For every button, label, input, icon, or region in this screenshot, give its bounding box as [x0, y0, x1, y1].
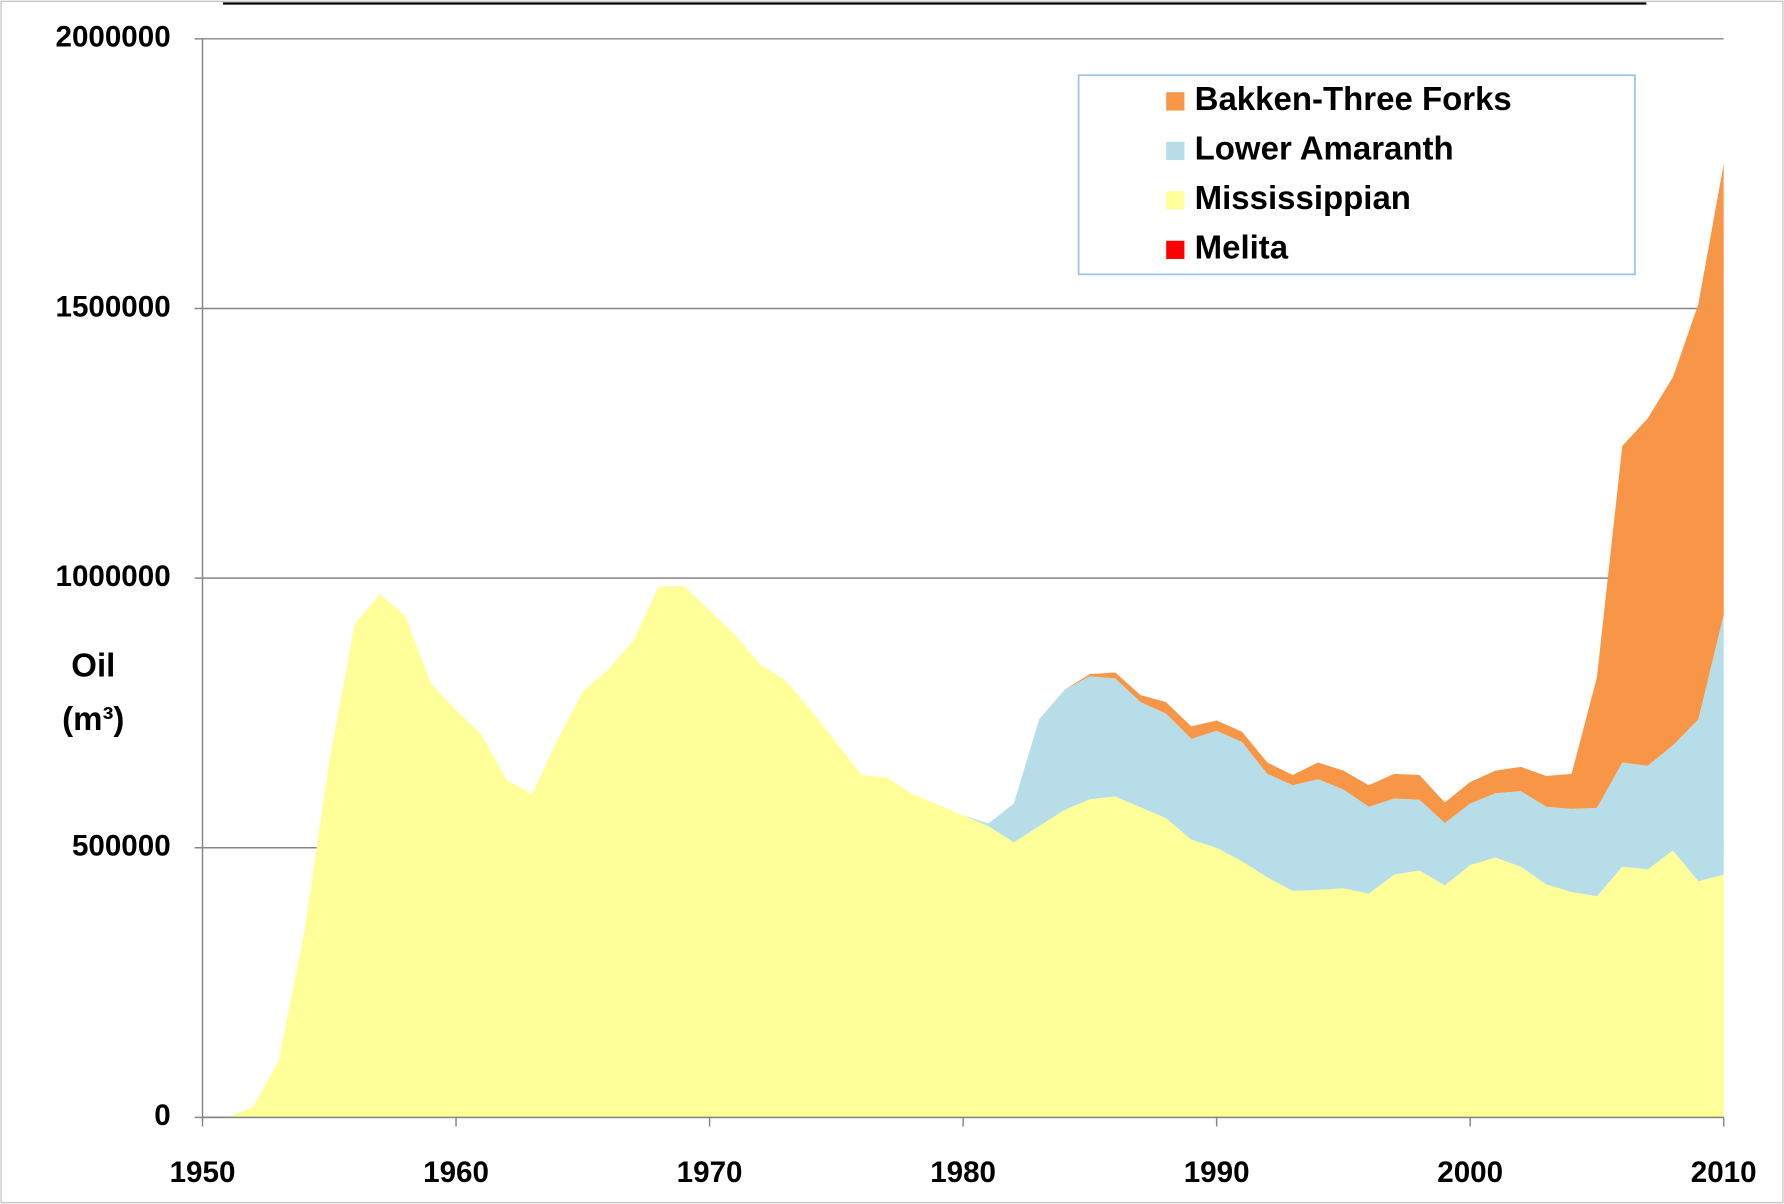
legend-swatch — [1166, 92, 1185, 111]
x-tick-label: 1950 — [170, 1156, 236, 1189]
legend-swatch — [1166, 191, 1185, 210]
legend-label: Mississippian — [1195, 179, 1411, 216]
plot-area — [202, 38, 1724, 1119]
x-tick-label: 1960 — [423, 1156, 489, 1189]
y-tick-label: 2000000 — [56, 21, 171, 54]
x-tick-label: 2000 — [1437, 1156, 1503, 1189]
y-tick-label: 500000 — [72, 830, 171, 863]
legend-label: Melita — [1195, 229, 1289, 266]
legend-label: Lower Amaranth — [1195, 130, 1454, 167]
y-tick-label: 1500000 — [56, 290, 171, 323]
y-tick-label: 1000000 — [56, 560, 171, 593]
legend-swatch — [1166, 240, 1185, 259]
area — [227, 586, 1724, 1118]
legend-swatch — [1166, 141, 1185, 160]
x-tick-label: 1970 — [677, 1156, 743, 1189]
y-axis-label: Oil — [71, 647, 115, 684]
x-tick-label: 1980 — [930, 1156, 996, 1189]
legend-label: Bakken-Three Forks — [1195, 80, 1512, 117]
x-tick-label: 2010 — [1691, 1156, 1757, 1189]
area — [227, 586, 1724, 1118]
y-tick-label: 0 — [154, 1099, 170, 1132]
x-tick-label: 1990 — [1184, 1156, 1250, 1189]
y-axis-label: (m³) — [62, 700, 124, 737]
